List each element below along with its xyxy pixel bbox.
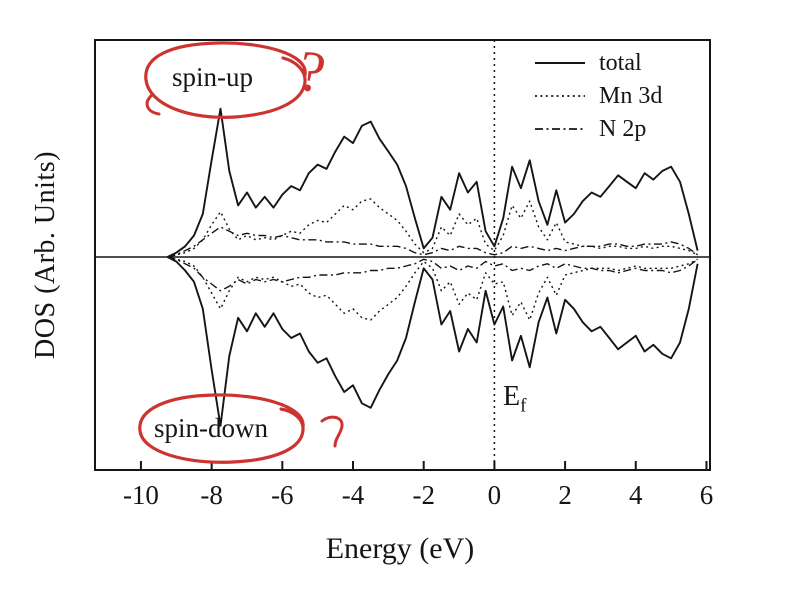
solid-line-sample-icon	[535, 62, 585, 64]
legend: total Mn 3d N 2p	[534, 50, 662, 142]
x-tick-label: -2	[412, 480, 435, 510]
x-tick-label: -8	[200, 480, 223, 510]
x-tick-label: -10	[123, 480, 159, 510]
legend-label-total: total	[599, 49, 642, 76]
fermi-label-base: E	[503, 381, 521, 412]
x-tick-label: 6	[700, 480, 714, 510]
plot-frame	[94, 39, 711, 471]
spin-up-circle-overlap-stroke	[145, 93, 161, 116]
dos-curve-mn3d-up	[167, 198, 698, 258]
spin-down-scribble-mark	[320, 415, 344, 448]
legend-label-n2p: N 2p	[599, 115, 647, 142]
legend-label-mn3d: Mn 3d	[599, 82, 663, 109]
x-tick-label: -4	[342, 480, 365, 510]
spin-down-circle-annotation	[138, 393, 305, 464]
annotation-spin-up: spin-up	[172, 62, 253, 92]
y-axis-label: DOS (Arb. Units)	[30, 151, 61, 359]
dos-curve-n2p-down	[167, 256, 699, 292]
fermi-label-sub: f	[520, 395, 527, 417]
dos-curve-n2p-up	[167, 226, 699, 258]
dashdot-line-sample-icon	[535, 128, 585, 130]
dos-curve-total-up	[167, 107, 699, 258]
spin-up-circle-annotation	[144, 41, 307, 119]
legend-item-total: total	[534, 50, 662, 76]
dos-curves	[167, 107, 699, 427]
legend-item-mn3d: Mn 3d	[534, 83, 662, 109]
x-axis-ticks: -10 -8 -6 -4 -2 0 2 4 6	[123, 461, 713, 510]
annotation-spin-down: spin-down	[154, 413, 268, 443]
x-tick-label: 2	[558, 480, 572, 510]
x-axis-label: Energy (eV)	[325, 532, 475, 565]
dotted-line-sample-icon	[535, 95, 585, 97]
x-tick-label: 0	[488, 480, 502, 510]
x-tick-label: 4	[629, 480, 643, 510]
legend-item-n2p: N 2p	[534, 116, 662, 142]
fermi-level-label: Ef	[503, 381, 526, 418]
dos-curve-mn3d-down	[167, 256, 698, 321]
dos-curve-total-down	[167, 256, 699, 427]
x-tick-label: -6	[271, 480, 294, 510]
